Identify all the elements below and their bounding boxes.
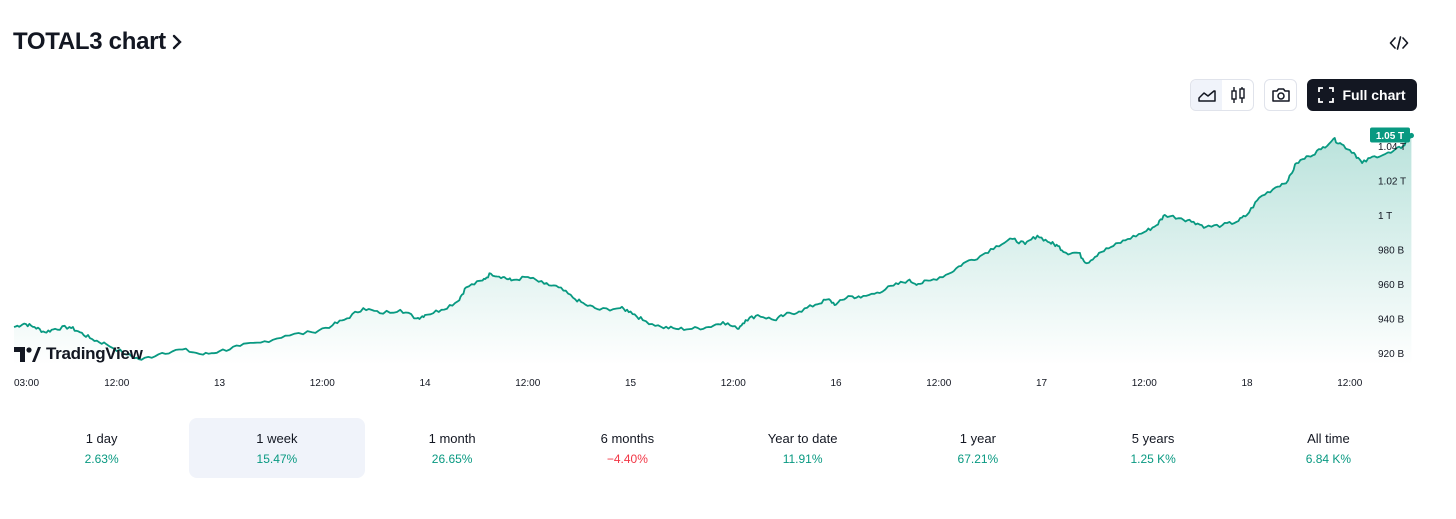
- series-line: [13, 135, 1413, 361]
- snapshot-button[interactable]: [1264, 79, 1297, 111]
- period-label: 5 years: [1131, 430, 1175, 446]
- period-change: 67.21%: [957, 451, 999, 466]
- period-tab[interactable]: 6 months −4.40%: [540, 418, 715, 478]
- last-point: [1408, 132, 1414, 139]
- period-label: 1 day: [85, 430, 118, 446]
- period-label: Year to date: [767, 430, 838, 446]
- y-tick-label: 980 B: [1378, 245, 1404, 256]
- area-fill: [14, 135, 1412, 365]
- area-chart-icon: [1197, 90, 1216, 102]
- chevron-right-icon: [172, 34, 182, 50]
- area-layer: [13, 132, 1414, 365]
- chart-title-link[interactable]: TOTAL3 chart: [13, 28, 184, 56]
- period-label: All time: [1307, 430, 1350, 446]
- period-label: 1 year: [959, 430, 996, 446]
- period-label: 1 month: [428, 430, 476, 446]
- period-change: −4.40%: [606, 451, 648, 466]
- candlestick-icon: [1230, 87, 1245, 103]
- chart-style-switch: [1190, 79, 1254, 111]
- period-tab[interactable]: 1 year 67.21%: [890, 418, 1065, 478]
- x-tick-label: 12:00: [1337, 378, 1362, 389]
- y-tick-label: 960 B: [1378, 280, 1404, 291]
- tradingview-logo-icon: [14, 346, 41, 362]
- full-chart-label: Full chart: [1342, 87, 1406, 103]
- period-change: 11.91%: [782, 451, 823, 466]
- period-tab[interactable]: 1 day 2.63%: [14, 418, 189, 478]
- period-change: 26.65%: [431, 451, 473, 466]
- x-tick-label: 12:00: [104, 378, 129, 389]
- y-axis: 920 B 940 B 960 B 980 B 1 T 1.02 T 1.04 T: [1378, 142, 1406, 360]
- tradingview-watermark: TradingView: [14, 344, 143, 364]
- last-price-label: 1.05 T: [1376, 131, 1404, 142]
- period-tab[interactable]: 5 years 1.25 K%: [1066, 418, 1241, 478]
- x-tick-label: 12:00: [515, 378, 540, 389]
- x-tick-label: 12:00: [926, 378, 951, 389]
- period-change: 1.25 K%: [1130, 451, 1176, 466]
- x-tick-label: 15: [625, 378, 637, 389]
- period-change: 6.84 K%: [1305, 451, 1352, 466]
- x-tick-label: 18: [1241, 378, 1253, 389]
- area-chart-button[interactable]: [1191, 80, 1222, 110]
- x-tick-label: 12:00: [721, 378, 746, 389]
- candlestick-chart-button[interactable]: [1222, 80, 1253, 110]
- x-tick-label: 17: [1036, 378, 1048, 389]
- embed-code-button[interactable]: [1384, 30, 1414, 56]
- period-change: 2.63%: [84, 451, 119, 466]
- period-tab[interactable]: 1 week 15.47%: [189, 418, 365, 478]
- price-chart: 920 B 940 B 960 B 980 B 1 T 1.02 T 1.04 T 03:0…: [13, 127, 1414, 389]
- y-tick-label: 940 B: [1378, 314, 1404, 325]
- y-tick-label: 920 B: [1378, 349, 1404, 360]
- page-title: TOTAL3 chart: [13, 28, 166, 55]
- x-tick-label: 16: [830, 378, 842, 389]
- period-label: 1 week: [256, 430, 298, 446]
- chart-toolbar: Full chart: [1190, 79, 1417, 111]
- x-tick-label: 12:00: [1132, 378, 1157, 389]
- last-price-badge: 1.05 T: [1370, 127, 1410, 143]
- performance-periods: 1 day 2.63% 1 week 15.47% 1 month 26.65% 6 mon…: [14, 418, 1416, 478]
- x-tick-label: 14: [419, 378, 431, 389]
- last-price-badge-bg: [1370, 127, 1410, 143]
- fullscreen-icon: [1318, 87, 1335, 103]
- camera-icon: [1271, 88, 1290, 102]
- period-tab[interactable]: 1 month 26.65%: [365, 418, 540, 478]
- y-tick-label: 1.04 T: [1378, 142, 1406, 153]
- full-chart-button[interactable]: Full chart: [1307, 79, 1417, 111]
- x-tick-label: 03:00: [14, 378, 39, 389]
- x-tick-label: 12:00: [310, 378, 335, 389]
- period-label: 6 months: [600, 430, 655, 446]
- period-tab[interactable]: All time 6.84 K%: [1241, 418, 1416, 478]
- period-tab[interactable]: Year to date 11.91%: [715, 418, 890, 478]
- x-axis: 03:00 12:00 13 12:00 14 12:00 15 12:00 16 12:00 17…: [14, 378, 1363, 389]
- period-change: 15.47%: [256, 451, 298, 466]
- y-tick-label: 1.02 T: [1378, 176, 1406, 187]
- tradingview-wordmark: TradingView: [46, 344, 143, 363]
- code-icon: [1389, 36, 1409, 50]
- x-tick-label: 13: [214, 378, 226, 389]
- y-tick-label: 1 T: [1378, 211, 1392, 222]
